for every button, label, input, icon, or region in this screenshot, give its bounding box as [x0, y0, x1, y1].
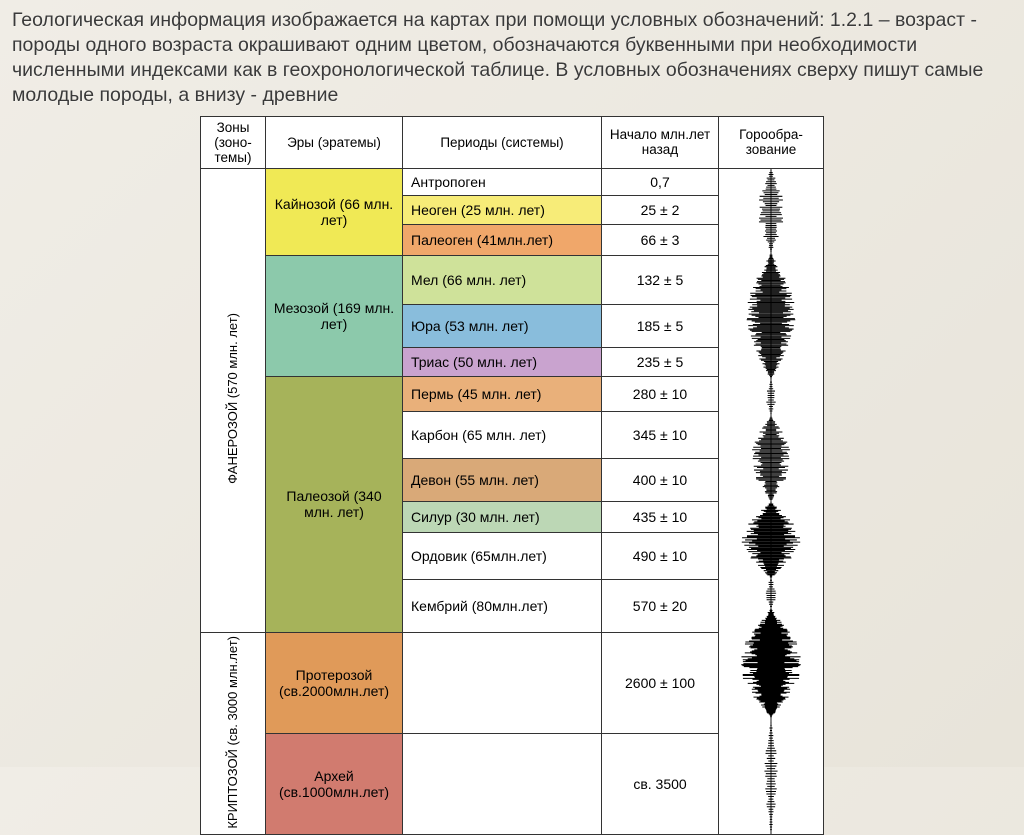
start-cell: 570 ± 20 — [602, 579, 719, 632]
period-cell: Палеоген (41млн.лет) — [403, 224, 602, 255]
period-cell: Ордовик (65млн.лет) — [403, 532, 602, 579]
period-cell: Пермь (45 млн. лет) — [403, 376, 602, 411]
col-start: Начало млн.лет назад — [602, 116, 719, 168]
era-prot: Протерозой (св.2000млн.лет) — [266, 632, 403, 733]
era-arh: Архей (св.1000млн.лет) — [266, 734, 403, 835]
start-cell: 185 ± 5 — [602, 304, 719, 347]
period-cell — [403, 632, 602, 733]
header-row: Зоны (зоно-темы) Эры (эратемы) Периоды (… — [201, 116, 824, 168]
period-cell: Неоген (25 млн. лет) — [403, 195, 602, 224]
start-cell: 280 ± 10 — [602, 376, 719, 411]
period-cell: Антропоген — [403, 168, 602, 195]
era-paleo: Палеозой (340 млн. лет) — [266, 376, 403, 632]
period-cell: Юра (53 млн. лет) — [403, 304, 602, 347]
zone-phanero: ФАНЕРОЗОЙ (570 млн. лет) — [201, 168, 266, 632]
row-antropogen: ФАНЕРОЗОЙ (570 млн. лет) Кайнозой (66 мл… — [201, 168, 824, 195]
start-cell: 345 ± 10 — [602, 411, 719, 458]
orogeny-column — [719, 168, 824, 835]
geochronology-table: Зоны (зоно-темы) Эры (эратемы) Периоды (… — [200, 116, 824, 835]
era-meso: Мезозой (169 млн. лет) — [266, 255, 403, 376]
era-keno: Кайнозой (66 млн. лет) — [266, 168, 403, 255]
start-cell: св. 3500 — [602, 734, 719, 835]
start-cell: 435 ± 10 — [602, 501, 719, 532]
period-cell: Кембрий (80млн.лет) — [403, 579, 602, 632]
col-zone: Зоны (зоно-темы) — [201, 116, 266, 168]
start-cell: 400 ± 10 — [602, 458, 719, 501]
start-cell: 0,7 — [602, 168, 719, 195]
col-oro: Горообра-зование — [719, 116, 824, 168]
start-cell: 235 ± 5 — [602, 347, 719, 376]
start-cell: 490 ± 10 — [602, 532, 719, 579]
col-period: Периоды (системы) — [403, 116, 602, 168]
period-cell: Девон (55 млн. лет) — [403, 458, 602, 501]
period-cell: Мел (66 млн. лет) — [403, 255, 602, 304]
period-cell: Силур (30 млн. лет) — [403, 501, 602, 532]
period-cell: Карбон (65 млн. лет) — [403, 411, 602, 458]
zone-crypto: КРИПТОЗОЙ (св. 3000 млн.лет) — [201, 632, 266, 835]
col-era: Эры (эратемы) — [266, 116, 403, 168]
table-container: Зоны (зоно-темы) Эры (эратемы) Периоды (… — [0, 112, 1024, 835]
start-cell: 66 ± 3 — [602, 224, 719, 255]
start-cell: 25 ± 2 — [602, 195, 719, 224]
start-cell: 132 ± 5 — [602, 255, 719, 304]
header-description: Геологическая информация изображается на… — [0, 0, 1024, 112]
period-cell: Триас (50 млн. лет) — [403, 347, 602, 376]
period-cell — [403, 734, 602, 835]
start-cell: 2600 ± 100 — [602, 632, 719, 733]
